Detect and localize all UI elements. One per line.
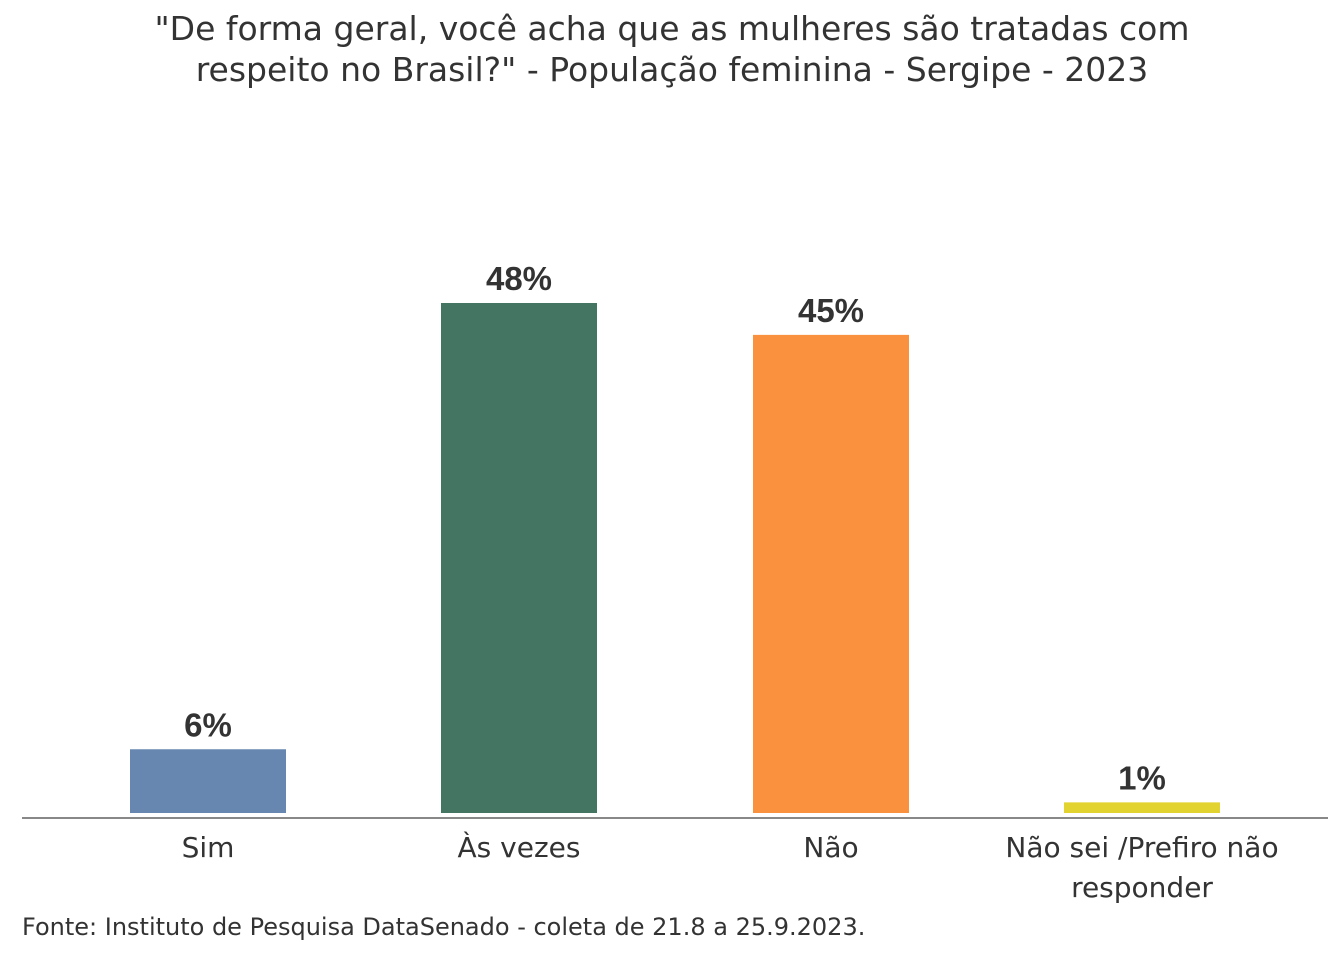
value-label-nao-sei-prefiro-nao-responder: 1% — [1118, 759, 1166, 796]
category-label-nao-sei-prefiro-nao-responder-line-2: responder — [1071, 871, 1213, 904]
value-label-nao: 45% — [798, 292, 864, 329]
bar-sim — [130, 749, 286, 813]
category-label-nao: Não — [803, 831, 858, 864]
category-label-sim: Sim — [182, 831, 235, 864]
chart-title-line-1: "De forma geral, você acha que as mulher… — [154, 9, 1190, 48]
category-label-as-vezes: Às vezes — [458, 830, 581, 864]
bar-nao — [753, 334, 909, 813]
source-note: Fonte: Instituto de Pesquisa DataSenado … — [22, 913, 866, 941]
category-label-nao-sei-prefiro-nao-responder-line-1: Não sei /Prefiro não — [1005, 831, 1278, 864]
chart-title-line-2: respeito no Brasil?" - População feminin… — [195, 50, 1149, 89]
bar-as-vezes — [441, 303, 597, 813]
bar-nao-sei-prefiro-nao-responder — [1064, 802, 1220, 813]
chart-title: "De forma geral, você acha que as mulher… — [0, 8, 1344, 90]
value-label-as-vezes: 48% — [486, 260, 552, 297]
value-label-sim: 6% — [184, 706, 232, 743]
